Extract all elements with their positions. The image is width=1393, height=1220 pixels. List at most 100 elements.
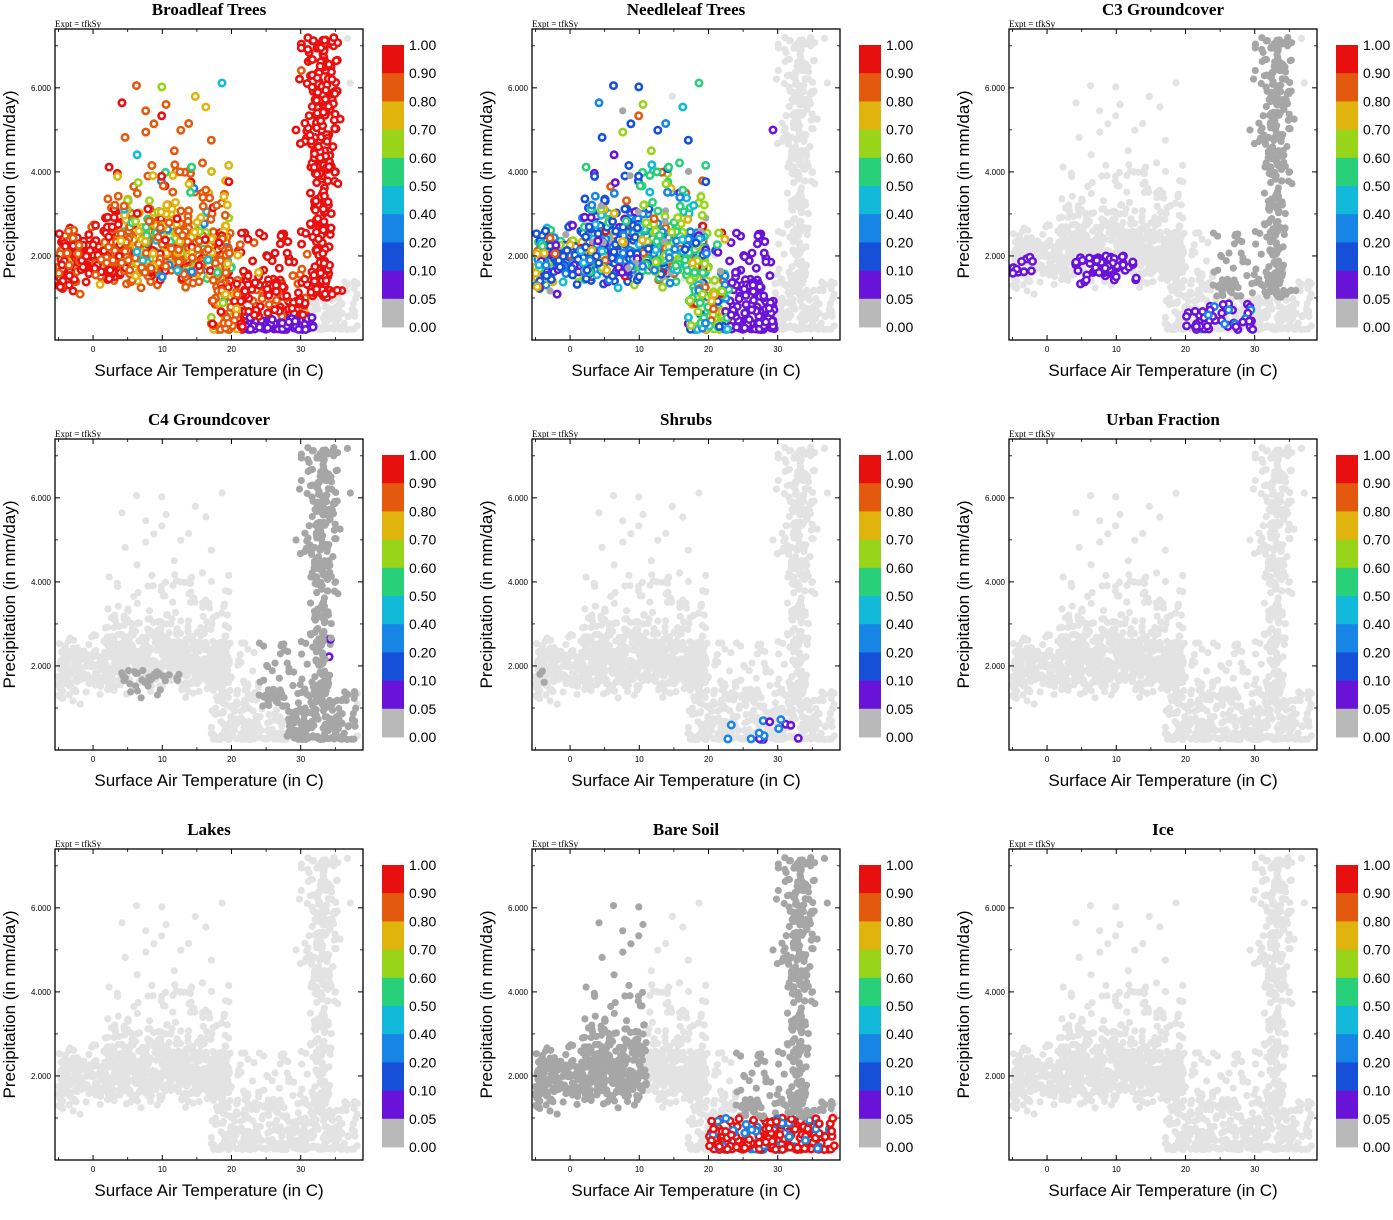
data-point [1156, 103, 1164, 111]
data-point [804, 224, 812, 232]
data-point [600, 195, 610, 205]
data-point [789, 228, 797, 236]
data-point [104, 162, 114, 172]
colorbar-label: 0.20 [886, 234, 913, 250]
data-point [1026, 266, 1036, 276]
data-point [287, 303, 297, 313]
data-point [1162, 320, 1171, 328]
data-point [62, 248, 72, 258]
data-point [1265, 206, 1274, 214]
data-point [709, 304, 719, 314]
data-point [1050, 280, 1058, 288]
data-point [328, 142, 338, 152]
data-point [764, 303, 774, 313]
data-point [288, 271, 298, 281]
data-point [798, 290, 806, 298]
data-point [148, 171, 158, 181]
data-point [1258, 34, 1266, 42]
colorbar-label: 0.90 [886, 65, 913, 81]
data-point [1167, 268, 1176, 277]
data-point [1148, 245, 1156, 253]
x-tick-label: 0 [91, 345, 96, 354]
data-point [1238, 317, 1248, 327]
data-point [581, 274, 591, 284]
data-point [597, 132, 607, 142]
data-point [1099, 217, 1107, 225]
experiment-label: Expt = tfkSy [55, 429, 102, 439]
data-point [333, 179, 343, 189]
data-point [684, 167, 693, 176]
data-point [1119, 219, 1127, 227]
data-point [237, 228, 247, 238]
data-point [772, 75, 781, 83]
data-point [1187, 290, 1195, 298]
data-point [1229, 264, 1237, 272]
data-point [221, 268, 231, 278]
colorbar-label: 0.80 [886, 93, 913, 109]
data-point [697, 210, 707, 220]
data-point [320, 289, 330, 299]
data-point [307, 102, 317, 112]
colorbar-label: 0.90 [409, 65, 436, 81]
data-point [1268, 305, 1276, 313]
data-point [271, 280, 281, 290]
data-point [1250, 140, 1258, 148]
data-point [140, 237, 150, 247]
data-point [788, 206, 797, 214]
colorbar: 1.000.900.800.700.600.500.400.200.100.05… [859, 37, 913, 335]
data-point [196, 213, 206, 223]
data-point [650, 265, 660, 275]
data-point [156, 207, 166, 217]
data-point [790, 285, 798, 293]
data-point [101, 648, 109, 656]
colorbar-label: 0.60 [409, 150, 436, 166]
data-point [652, 167, 662, 177]
data-point [195, 688, 203, 696]
data-point [1248, 324, 1258, 334]
data-point [1074, 202, 1082, 210]
data-point [1112, 172, 1120, 180]
data-point [580, 212, 590, 222]
data-point [794, 117, 802, 125]
data-point [1123, 171, 1131, 179]
x-tick-label: 0 [1045, 345, 1050, 354]
panel-needleleaf: Needleleaf Trees Expt = tfkSy 0 10 20 30 2.000… [477, 0, 941, 400]
data-point [330, 124, 340, 134]
data-point [313, 234, 323, 244]
data-point [316, 324, 325, 332]
data-point [1165, 259, 1174, 267]
data-point [1094, 267, 1104, 277]
data-point [1233, 283, 1241, 291]
data-point [283, 237, 293, 247]
data-point [208, 296, 218, 306]
data-point [145, 196, 155, 206]
data-point [647, 160, 657, 170]
colorbar-label: 0.10 [1363, 263, 1390, 279]
data-point [343, 325, 351, 334]
data-point [532, 249, 542, 259]
data-point [1154, 220, 1162, 228]
data-point [609, 247, 619, 257]
data-point [174, 257, 184, 267]
data-point [1195, 287, 1203, 295]
data-point [316, 268, 326, 278]
data-point [698, 289, 708, 299]
data-point [254, 228, 264, 238]
data-point [323, 176, 333, 186]
data-point [1281, 210, 1289, 218]
data-point [1307, 279, 1315, 287]
data-point [802, 60, 810, 68]
data-point [546, 287, 554, 295]
data-point [1059, 233, 1067, 241]
data-point [734, 294, 744, 304]
data-point [335, 305, 343, 313]
data-point [270, 305, 280, 315]
data-point [1277, 137, 1285, 145]
data-point [318, 107, 328, 117]
data-point [688, 258, 698, 268]
data-point [1140, 188, 1149, 196]
data-point [1087, 189, 1095, 197]
data-point [327, 289, 337, 299]
